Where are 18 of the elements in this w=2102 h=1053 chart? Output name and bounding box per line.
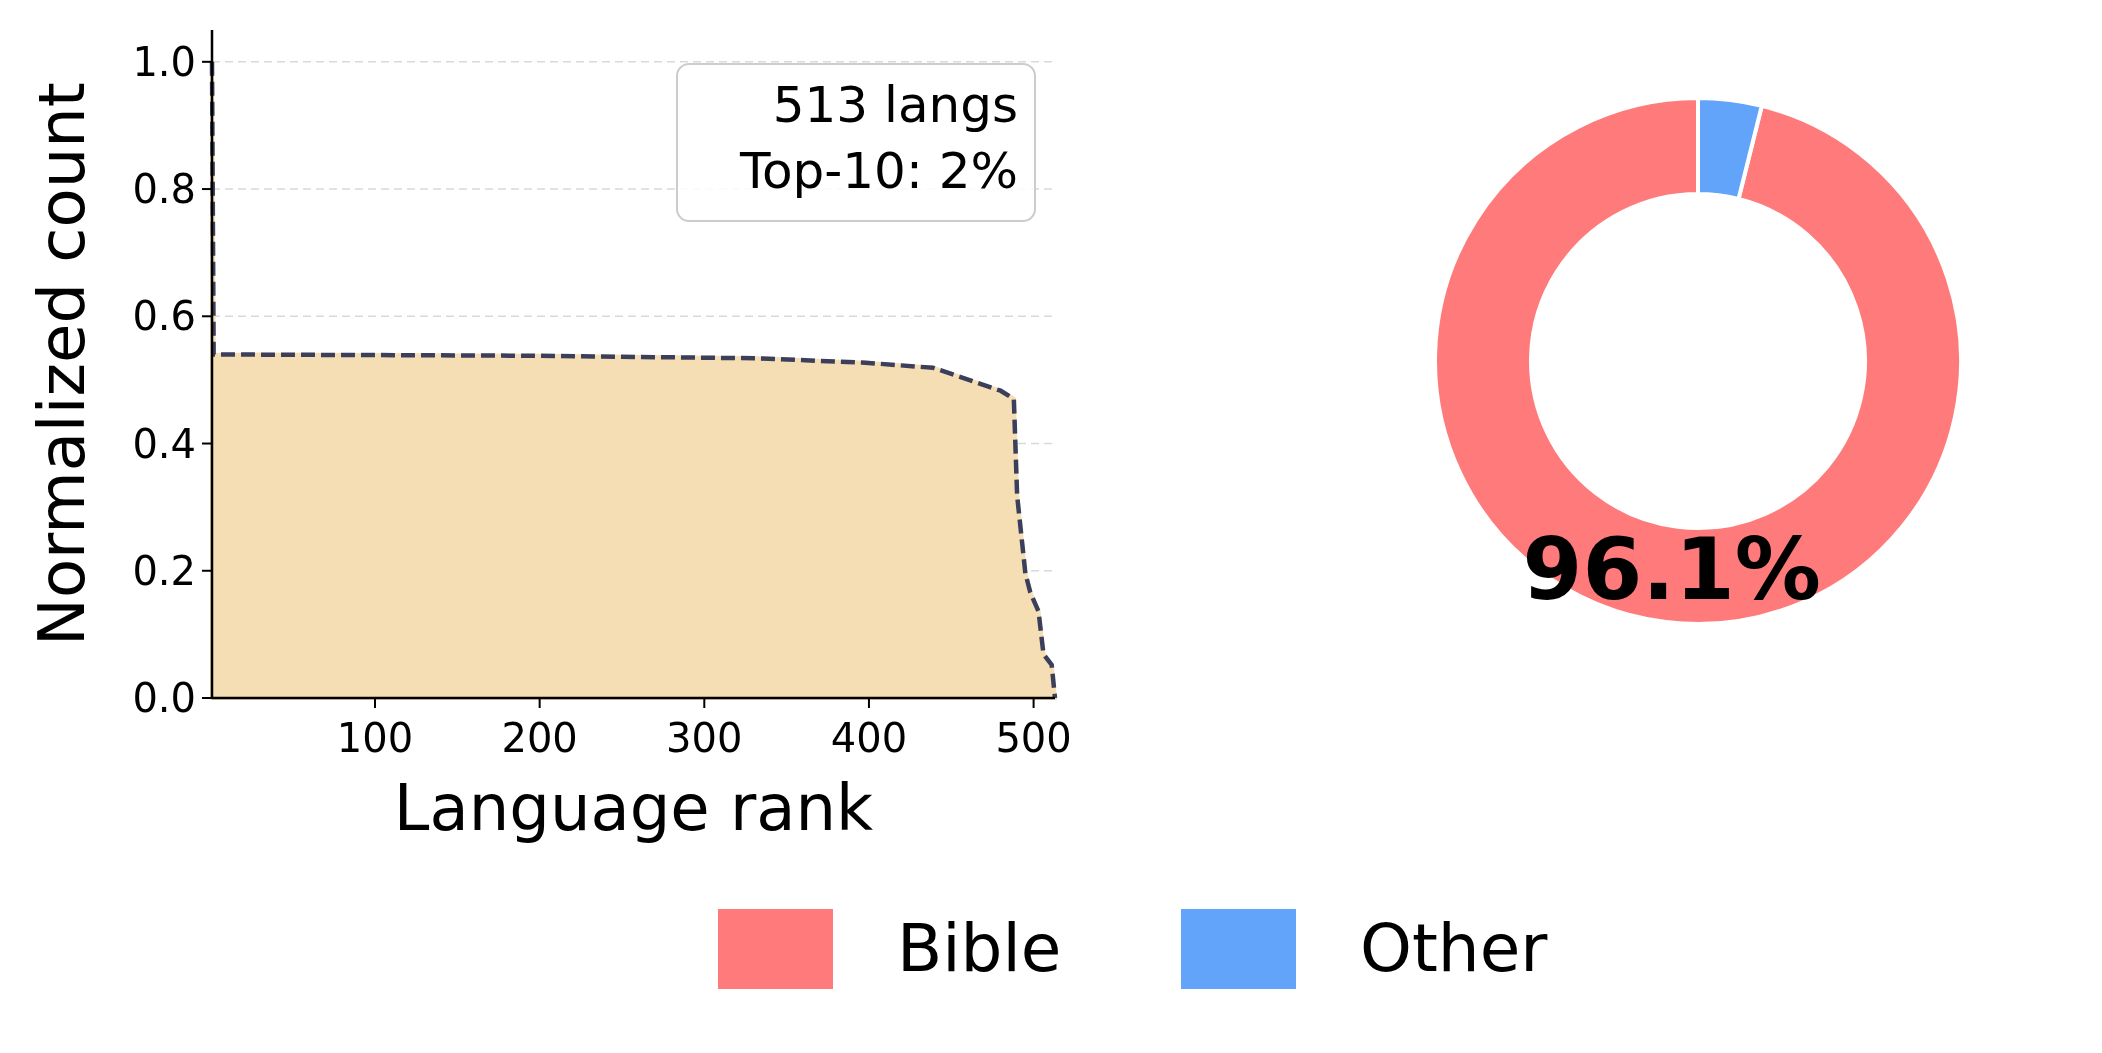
y-tick-label: 0.6 [132,293,196,340]
legend-label: Other [1360,910,1549,987]
x-tick-label: 400 [830,715,908,761]
x-axis-title: Language rank [393,771,874,845]
y-tick-label: 0.2 [132,547,196,594]
annotation: Top-10: 2% [738,142,1018,200]
y-tick-label: 0.4 [132,420,196,467]
x-tick-label: 300 [666,715,743,761]
annotation: 513 langs [772,76,1018,134]
x-tick-label: 200 [501,715,578,761]
y-tick-label: 0.8 [132,166,196,213]
data-label: 96.1% [1522,519,1821,620]
x-tick-label: 500 [995,715,1072,761]
legend-label: Bible [897,910,1062,987]
y-axis-title: Normalized count [25,82,99,646]
y-tick-label: 0.0 [132,675,196,721]
x-tick-label: 100 [336,715,414,761]
y-tick-label: 1.0 [132,38,196,85]
